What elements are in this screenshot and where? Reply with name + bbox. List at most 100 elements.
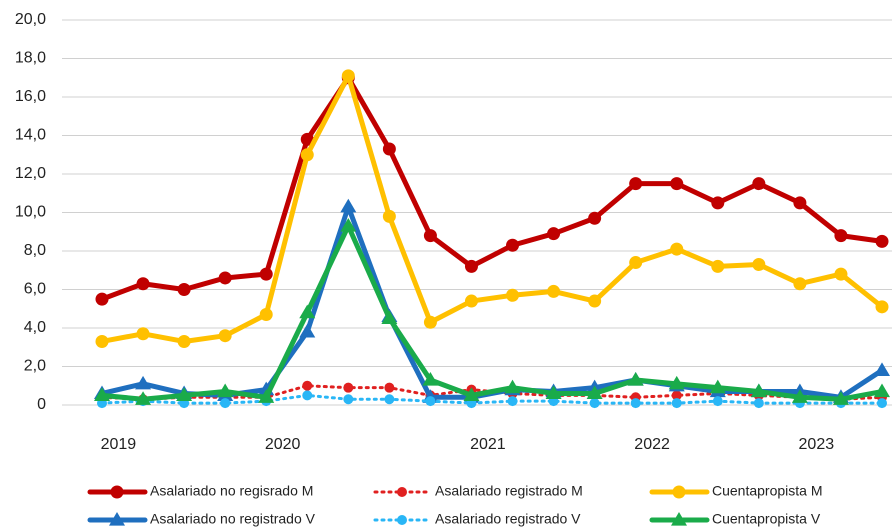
- marker: [753, 398, 764, 409]
- marker: [711, 196, 725, 210]
- legend-label: Cuentapropista V: [712, 511, 821, 527]
- marker: [259, 267, 273, 281]
- marker: [299, 323, 316, 338]
- x-tick-label: 2023: [799, 436, 835, 453]
- marker: [875, 234, 889, 248]
- series-line: [99, 223, 885, 402]
- x-tick-label: 2020: [265, 436, 301, 453]
- series: [97, 390, 887, 409]
- legend-label: Asalariado no registrado V: [150, 511, 316, 527]
- marker: [302, 390, 313, 401]
- marker: [464, 294, 478, 308]
- marker: [750, 383, 767, 398]
- marker: [382, 209, 396, 223]
- legend-marker: [397, 515, 407, 525]
- marker: [547, 227, 561, 241]
- x-tick-label: 2019: [101, 436, 137, 453]
- marker: [506, 288, 520, 302]
- marker: [752, 257, 766, 271]
- marker: [547, 284, 561, 298]
- x-tick-label: 2022: [634, 436, 670, 453]
- marker: [423, 315, 437, 329]
- marker: [382, 142, 396, 156]
- marker: [709, 379, 726, 394]
- legend-label: Cuentapropista M: [712, 483, 823, 499]
- marker: [300, 132, 314, 146]
- legend-marker: [397, 487, 407, 497]
- marker: [177, 334, 191, 348]
- marker: [300, 148, 314, 162]
- marker: [341, 69, 355, 83]
- x-tick-label: 2021: [470, 436, 506, 453]
- marker: [791, 389, 808, 403]
- y-tick-label: 8,0: [24, 242, 46, 259]
- legend-item: Cuentapropista V: [649, 511, 821, 527]
- marker: [340, 198, 357, 213]
- marker: [588, 211, 602, 225]
- legend-item: Cuentapropista M: [649, 483, 823, 499]
- marker: [422, 371, 439, 386]
- series: [94, 217, 890, 405]
- legend-label: Asalariado registrado V: [435, 511, 581, 527]
- marker: [793, 277, 807, 291]
- y-tick-label: 4,0: [24, 319, 46, 336]
- series-line: [99, 75, 885, 302]
- marker: [874, 362, 890, 376]
- marker: [464, 259, 478, 273]
- marker: [217, 383, 234, 398]
- marker: [671, 398, 682, 409]
- marker: [218, 271, 232, 285]
- marker: [832, 391, 849, 405]
- y-tick-label: 6,0: [24, 281, 46, 298]
- legend-item: Asalariado no regisrado M: [87, 483, 313, 499]
- y-tick-label: 20,0: [15, 11, 46, 28]
- marker: [588, 294, 602, 308]
- marker: [671, 390, 682, 401]
- marker: [384, 394, 395, 405]
- marker: [712, 396, 723, 407]
- marker: [259, 308, 273, 322]
- marker: [176, 387, 193, 401]
- marker: [629, 177, 643, 191]
- y-tick-label: 12,0: [15, 165, 46, 182]
- marker: [135, 391, 152, 405]
- legend-marker: [109, 512, 125, 526]
- marker: [670, 177, 684, 191]
- y-tick-label: 14,0: [15, 127, 46, 144]
- legend-marker: [672, 485, 686, 499]
- marker: [506, 238, 520, 252]
- marker: [586, 385, 603, 400]
- marker: [752, 177, 766, 191]
- y-tick-label: 2,0: [24, 358, 46, 375]
- y-tick-label: 18,0: [15, 50, 46, 67]
- y-tick-label: 16,0: [15, 88, 46, 105]
- marker: [463, 387, 480, 401]
- marker: [343, 394, 354, 405]
- marker: [834, 229, 848, 243]
- series-line: [100, 393, 884, 405]
- marker: [629, 256, 643, 270]
- marker: [95, 292, 109, 306]
- marker: [877, 398, 887, 409]
- marker: [507, 396, 518, 407]
- marker: [381, 310, 398, 324]
- marker: [340, 217, 357, 232]
- marker: [218, 329, 232, 343]
- marker: [711, 259, 725, 273]
- series: [95, 69, 889, 348]
- legend-marker: [110, 485, 124, 499]
- marker: [630, 398, 641, 409]
- marker: [425, 396, 436, 407]
- series-line: [99, 204, 885, 400]
- legend-item: Asalariado registrado M: [373, 483, 583, 499]
- marker: [627, 371, 644, 386]
- marker: [136, 327, 150, 341]
- marker: [793, 196, 807, 210]
- legend-label: Asalariado no regisrado M: [150, 483, 313, 499]
- marker: [834, 267, 848, 281]
- marker: [220, 398, 231, 409]
- marker: [343, 382, 354, 393]
- marker: [874, 383, 890, 398]
- marker: [423, 229, 437, 243]
